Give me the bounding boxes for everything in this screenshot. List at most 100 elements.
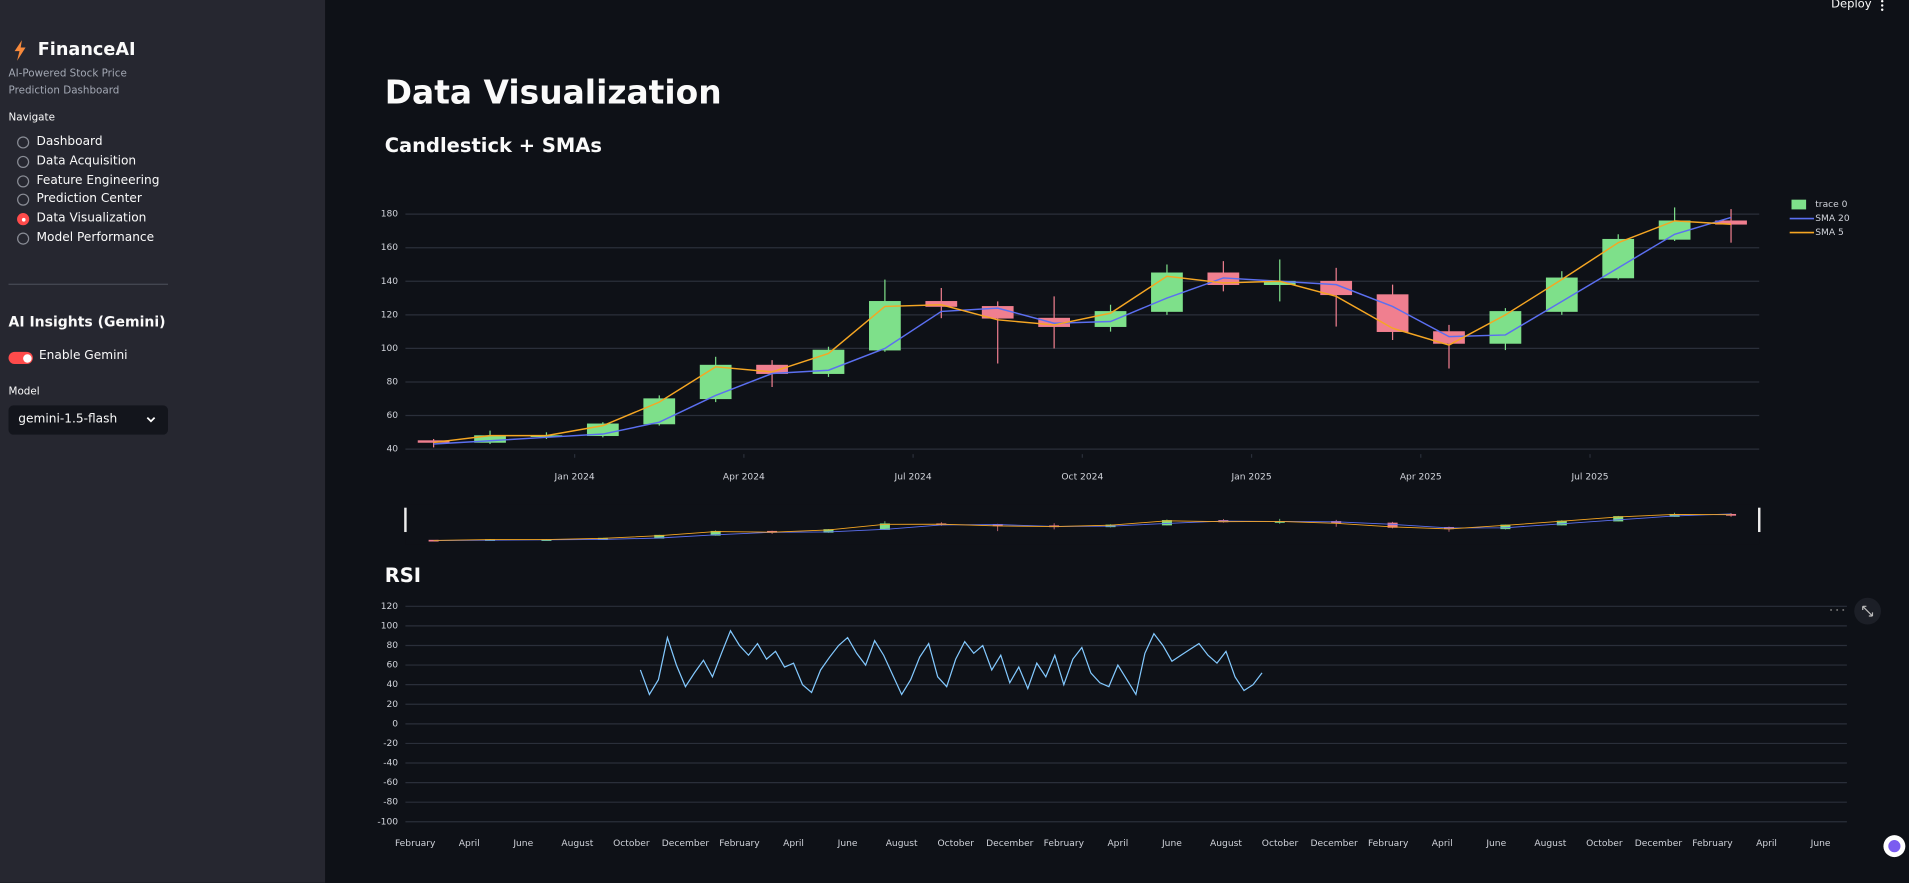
y-tick-label: 180 [381,210,399,220]
x-tick-label: August [886,839,918,849]
range-handle[interactable] [1758,507,1761,533]
sidebar: FinanceAI AI-Powered Stock Price Predict… [0,0,326,883]
nav-text: Feature Engineering [36,173,160,187]
brand-icon [14,40,26,61]
chart-title: Candlestick + SMAs [384,133,602,158]
x-tick-label: June [512,839,533,849]
divider [8,283,169,285]
x-tick-label: February [1692,839,1733,849]
x-tick-label: Jan 2024 [554,473,595,483]
x-tick-label: June [837,839,858,849]
toggle[interactable] [8,351,33,365]
x-tick-label: April [783,839,804,849]
candle-body [586,423,619,437]
candle-body [869,301,901,351]
fullscreen-button[interactable] [1854,597,1881,625]
y-tick-label: -20 [383,739,398,749]
y-tick-label: 60 [386,661,398,671]
radio [17,174,30,187]
candle-body [417,440,450,443]
x-tick-label: December [662,839,710,849]
x-tick-label: December [1310,839,1358,849]
y-tick-label: -100 [377,817,398,827]
legend-swatch [1791,199,1807,210]
y-tick-label: 100 [381,344,399,354]
menu-icon[interactable] [1879,0,1886,12]
sma-line [433,216,1732,445]
y-tick-label: 40 [386,680,398,690]
y-tick-label: 0 [392,719,398,729]
x-tick-label: June [1810,839,1831,849]
model-select[interactable]: gemini-1.5-flash [8,405,169,435]
model-label: Model [8,385,40,399]
range-handle[interactable] [404,507,407,533]
x-tick-label: April [1107,839,1128,849]
range-slider-bg [405,504,1760,545]
x-tick-label: August [1534,839,1566,849]
candle-body [1376,294,1409,332]
y-tick-label: 40 [386,445,398,455]
radio [17,213,30,226]
rsi-line [639,629,1263,697]
y-tick-label: 160 [381,243,399,253]
y-tick-label: 120 [381,602,399,612]
candle-body [1658,220,1691,240]
radio [17,232,30,245]
x-tick-label: October [937,839,974,849]
range-slider [404,504,1761,545]
candle-body [925,301,958,307]
legend-label: SMA 20 [1815,214,1850,224]
nav-label: Navigate [8,112,55,125]
y-tick-label: 80 [386,641,398,651]
toggle-label: Enable Gemini [38,349,128,363]
candle-body [1602,238,1635,279]
x-tick-label: Apr 2025 [1400,473,1442,483]
brand: FinanceAI [37,40,136,60]
sma-line [433,220,1732,444]
modebar[interactable] [1830,608,1845,611]
candle-body [1387,522,1398,528]
x-tick-label: June [1485,839,1506,849]
subtitle: AI-Powered Stock Price Prediction Dashbo… [8,68,127,98]
nav-text: Data Acquisition [36,154,137,168]
y-tick-label: 140 [381,277,399,287]
legend-label: trace 0 [1815,200,1847,210]
candle-body [643,398,676,425]
y-tick-label: -40 [383,759,398,769]
candle-body [699,364,732,400]
x-tick-label: February [1044,839,1085,849]
y-tick-label: 120 [381,310,399,320]
x-tick-label: Jan 2025 [1230,473,1271,483]
insights-title: AI Insights (Gemini) [8,312,166,330]
x-tick-label: Jul 2024 [894,473,932,483]
page-title: Data Visualization [384,74,722,113]
x-tick-label: October [613,839,650,849]
nav-text: Data Visualization [36,212,147,226]
y-tick-label: -80 [383,798,398,808]
x-tick-label: June [1161,839,1182,849]
x-tick-label: August [1210,839,1242,849]
x-tick-label: Jul 2025 [1570,473,1608,483]
x-tick-label: February [1368,839,1409,849]
nav-text: Dashboard [36,135,103,149]
x-tick-label: April [1756,839,1777,849]
x-tick-label: Oct 2024 [1061,473,1103,483]
model-value: gemini-1.5-flash [18,412,118,427]
radio [17,155,30,168]
x-tick-label: December [1635,839,1683,849]
x-tick-label: April [459,839,480,849]
candle-body [1489,311,1522,344]
y-tick-label: 100 [381,621,399,631]
radio [17,136,30,149]
y-tick-label: 80 [386,377,398,387]
nav: Dashboard Data Acquisition Feature Enginee… [7,134,250,256]
x-tick-label: August [561,839,593,849]
assistant-button[interactable] [1883,835,1906,858]
legend-label: SMA 5 [1815,228,1844,238]
x-tick-label: April [1432,839,1453,849]
x-tick-label: December [986,839,1034,849]
deploy-button[interactable]: Deploy [1831,0,1872,11]
